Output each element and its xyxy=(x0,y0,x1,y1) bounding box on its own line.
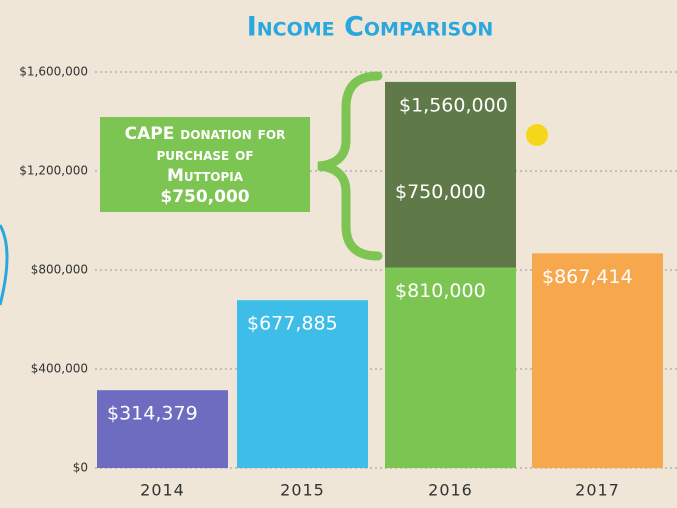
annotation-text: $750,000 xyxy=(160,187,249,207)
y-tick-label: $1,600,000 xyxy=(19,65,88,79)
x-tick-label: 2016 xyxy=(428,481,473,500)
y-tick-label: $0 xyxy=(73,461,88,475)
y-tick-label: $1,200,000 xyxy=(19,164,88,178)
annotation-text: CAPE donation for xyxy=(125,124,286,144)
annotation-box xyxy=(100,117,310,212)
total-label: $1,560,000 xyxy=(399,94,508,116)
annotation-text: Muttopia xyxy=(167,166,244,186)
value-label: $750,000 xyxy=(395,181,486,203)
y-tick-label: $400,000 xyxy=(31,362,88,376)
decoration xyxy=(526,124,548,146)
value-label: $867,414 xyxy=(542,266,633,288)
x-tick-label: 2017 xyxy=(575,481,620,500)
brace xyxy=(317,71,383,261)
value-label: $314,379 xyxy=(107,403,198,425)
chart-title: Income Comparison xyxy=(247,12,494,43)
bar xyxy=(237,300,368,468)
y-tick-label: $800,000 xyxy=(31,263,88,277)
decoration xyxy=(0,224,9,306)
annotation-text: purchase of xyxy=(156,145,253,165)
value-label: $677,885 xyxy=(247,313,338,335)
bar xyxy=(385,267,516,468)
bar xyxy=(385,81,516,268)
bar xyxy=(97,390,228,468)
bar xyxy=(532,253,663,468)
x-tick-label: 2014 xyxy=(140,481,185,500)
value-label: $810,000 xyxy=(395,280,486,302)
x-tick-label: 2015 xyxy=(280,481,325,500)
